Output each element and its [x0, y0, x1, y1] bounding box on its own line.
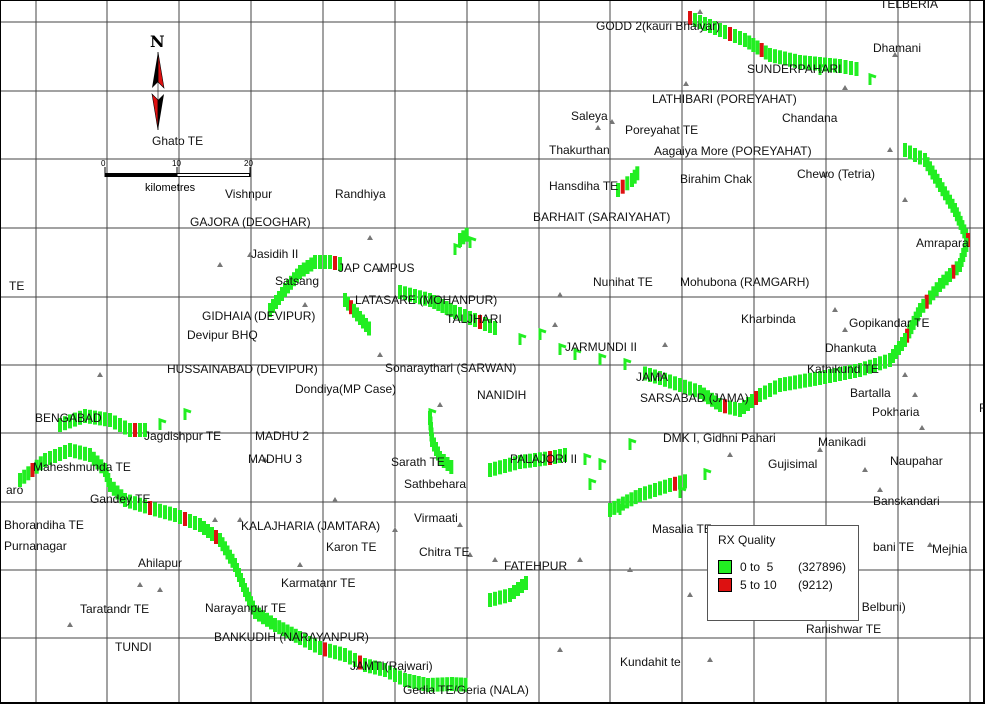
place-label: Birahim Chak: [680, 172, 753, 186]
place-label: GIDHAIA (DEVIPUR): [202, 309, 315, 323]
place-label: Chewo (Tetria): [797, 167, 875, 181]
place-label: Vishnpur: [225, 187, 272, 201]
place-label: Dondiya(MP Case): [295, 382, 396, 396]
place-label: TE: [9, 279, 24, 293]
place-label: Randhiya: [335, 187, 386, 201]
place-label: Ranishwar TE: [806, 622, 881, 636]
place-label: GAJORA (DEOGHAR): [190, 215, 311, 229]
place-label: Purnanagar: [4, 539, 67, 553]
place-label: bani TE: [873, 540, 914, 554]
drive-test-routes: [18, 11, 970, 692]
legend-range: 5 to 10: [740, 578, 777, 592]
place-label: Dhamani: [873, 41, 921, 55]
place-label: Thakurthan: [549, 143, 610, 157]
place-label: Ghato TE: [152, 134, 203, 148]
legend-title: RX Quality: [718, 533, 776, 547]
scale-unit: kilometres: [145, 182, 196, 194]
legend-swatch-good: [718, 560, 732, 574]
place-label: FATEHPUR: [504, 559, 567, 573]
place-label: TUNDI: [115, 640, 152, 654]
place-label: Gedia TE/Geria (NALA): [403, 683, 529, 697]
scale-tick-10: 10: [172, 159, 181, 168]
place-label: JAP CAMPUS: [338, 261, 414, 275]
place-label: Kundahit te: [620, 655, 681, 669]
scale-bar: 0 10 20 kilometres: [101, 159, 253, 194]
place-label: Karmatanr TE: [281, 576, 355, 590]
legend-count: (9212): [798, 578, 833, 592]
place-label: Bartalla: [850, 386, 891, 400]
place-label: TELBERIA: [880, 0, 938, 11]
place-label: Kharbinda: [741, 312, 796, 326]
place-label: JARMUNDI II: [565, 340, 637, 354]
place-label: Kathikund TE: [807, 362, 879, 376]
place-label: Dhankuta: [825, 341, 877, 355]
place-label: LATHIBARI (POREYAHAT): [652, 92, 797, 106]
place-label: Gopikandar TE: [849, 316, 930, 330]
place-label: Narayanpur TE: [205, 601, 286, 615]
place-label: Jagdishpur TE: [144, 429, 221, 443]
place-label: Masalia TE: [652, 522, 712, 536]
place-label: LATASARE (MOHANPUR): [355, 293, 497, 307]
legend-swatch-bad: [718, 578, 732, 592]
legend-item-good: 0 to 5 (327896): [718, 560, 846, 574]
place-label: Amrapara: [916, 236, 969, 250]
scale-tick-0: 0: [101, 159, 106, 168]
place-label: F: [979, 401, 985, 415]
place-label: Manikadi: [818, 435, 866, 449]
place-label: Sonaraythari (SARWAN): [385, 361, 516, 375]
legend-count: (327896): [798, 560, 847, 574]
place-label: Nunihat TE: [593, 275, 653, 289]
place-label: Banskandari: [873, 494, 940, 508]
place-label: PALAJORI II: [510, 452, 577, 466]
place-label: Gandey TE: [90, 492, 150, 506]
place-label: Jasidih II: [251, 247, 298, 261]
place-label: Ahilapur: [138, 556, 182, 570]
place-label: Aagaiya More (POREYAHAT): [654, 144, 812, 158]
place-label: MADHU 3: [248, 452, 302, 466]
place-label: KALAJHARIA (JAMTARA): [241, 519, 380, 533]
place-label: aro: [6, 483, 24, 497]
place-label: Hansdiha TE: [549, 179, 618, 193]
place-label: Sarath TE: [391, 455, 445, 469]
place-label: Virmaati: [414, 511, 458, 525]
legend-range: 0 to 5: [740, 560, 774, 574]
place-label: Gujisimal: [768, 457, 817, 471]
place-label: DMK I, Gidhni Pahari: [663, 431, 776, 445]
place-label: Chandana: [782, 111, 838, 125]
place-label: Sathbehara: [404, 477, 466, 491]
north-letter: N: [150, 32, 165, 51]
place-label: TALJHARI: [446, 312, 502, 326]
rx-quality-legend: RX Quality 0 to 5 (327896) 5 to 10 (9212…: [707, 525, 859, 621]
place-label: Mohubona (RAMGARH): [680, 275, 809, 289]
place-label: Bhorandiha TE: [4, 518, 84, 532]
place-label: Karon TE: [326, 540, 376, 554]
place-label: MADHU 2: [255, 429, 309, 443]
north-arrow-icon: N: [150, 32, 165, 131]
legend-item-bad: 5 to 10 (9212): [718, 578, 833, 592]
place-label: GODD 2(kauri Bhaiyar): [596, 19, 720, 33]
place-label: Devipur BHQ: [187, 328, 258, 342]
place-label: Mejhia: [932, 542, 968, 556]
place-label: BENGABAD: [35, 411, 102, 425]
place-label: BARHAIT (SARAIYAHAT): [533, 210, 670, 224]
site-markers: [67, 9, 933, 662]
place-label: Saleya: [571, 109, 608, 123]
place-label: Satsang: [275, 274, 319, 288]
place-label: JAMTI(Rajwari): [350, 659, 433, 673]
place-label: Naupahar: [890, 454, 943, 468]
place-label: Maheshmunda TE: [33, 460, 131, 474]
scale-tick-20: 20: [244, 159, 253, 168]
place-label: Poreyahat TE: [625, 123, 698, 137]
place-label: NANIDIH: [477, 388, 526, 402]
place-label: BANKUDIH (NARAYANPUR): [214, 630, 369, 644]
place-label: SUNDERPAHARI: [747, 62, 841, 76]
place-label: Pokharia: [872, 405, 920, 419]
place-label: Taratandr TE: [80, 602, 149, 616]
place-label: JAMA: [636, 370, 668, 384]
place-label: HUSSAINABAD (DEVIPUR): [167, 362, 318, 376]
place-label: SARSABAD (JAMA): [640, 391, 749, 405]
place-label: Chitra TE: [419, 545, 469, 559]
